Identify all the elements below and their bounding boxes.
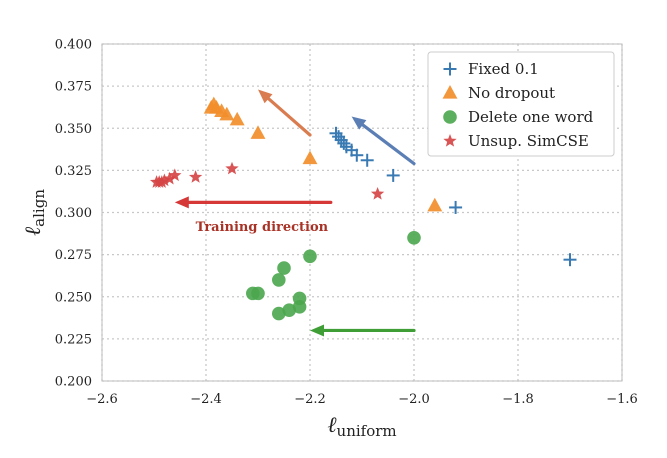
data-point-fixed-0-1 xyxy=(563,253,577,267)
annotation-text: Training direction xyxy=(196,220,329,235)
plot-frame xyxy=(101,43,623,382)
direction-arrow xyxy=(310,324,416,337)
y-axis-title-sub: align xyxy=(30,189,48,227)
arrow-head xyxy=(258,89,273,104)
x-tick-label: −2.2 xyxy=(294,392,326,407)
y-tick-label: 0.300 xyxy=(55,206,92,221)
y-axis-title: ℓalign xyxy=(21,189,48,236)
x-axis-title: ℓuniform xyxy=(327,413,396,440)
data-point-no-dropout xyxy=(203,100,219,114)
data-point-unsup-simcse xyxy=(370,186,385,200)
x-tick-label: −2.6 xyxy=(86,392,118,407)
data-point-no-dropout xyxy=(229,111,245,126)
data-point-fixed-0-1 xyxy=(329,126,343,140)
direction-arrow xyxy=(351,116,416,166)
data-point-unsup-simcse xyxy=(162,171,177,185)
data-point-unsup-simcse xyxy=(225,161,239,175)
data-point-unsup-simcse xyxy=(149,175,164,188)
legend-marker xyxy=(443,110,457,124)
legend: Fixed 0.1 No dropout Delete one word Unsup.… xyxy=(427,51,615,157)
data-point-delete-one-word xyxy=(303,249,317,264)
y-tick-label: 0.250 xyxy=(55,290,92,305)
legend-marker xyxy=(443,134,457,147)
arrow-shaft xyxy=(361,123,416,166)
data-point-unsup-simcse xyxy=(188,170,203,183)
data-point-no-dropout xyxy=(250,125,266,139)
data-point-delete-one-word xyxy=(292,300,307,314)
series-fixed-0-1 xyxy=(329,126,577,267)
y-tick-label: 0.375 xyxy=(55,80,92,95)
y-axis-title-main: ℓ xyxy=(21,226,46,236)
data-point-delete-one-word xyxy=(272,273,286,287)
series-unsup-simcse xyxy=(149,161,385,200)
legend-item-delete-one-word: Delete one word xyxy=(443,108,594,126)
y-tick-label: 0.200 xyxy=(55,375,92,390)
data-point-no-dropout xyxy=(302,150,318,165)
x-axis-title-sub: uniform xyxy=(337,422,397,440)
data-point-delete-one-word xyxy=(272,306,286,321)
legend-item-fixed-0-1: Fixed 0.1 xyxy=(443,60,539,78)
legend-marker xyxy=(443,62,457,76)
arrow-shaft xyxy=(266,97,312,137)
arrow-head xyxy=(310,324,324,337)
data-point-fixed-0-1 xyxy=(360,153,374,167)
series-delete-one-word xyxy=(246,230,421,321)
y-tick-label: 0.225 xyxy=(55,332,92,347)
x-tick-label: −1.8 xyxy=(502,392,534,407)
data-point-delete-one-word xyxy=(246,286,260,301)
x-axis-title-main: ℓ xyxy=(327,413,337,438)
legend-label: Delete one word xyxy=(468,108,594,126)
data-point-fixed-0-1 xyxy=(449,200,463,214)
direction-arrow xyxy=(174,196,333,209)
data-point-unsup-simcse xyxy=(168,168,182,182)
data-point-delete-one-word xyxy=(407,230,421,245)
legend-label: Unsup. SimCSE xyxy=(468,132,589,150)
data-point-delete-one-word xyxy=(282,303,297,318)
data-point-fixed-0-1 xyxy=(386,168,400,182)
y-tick-label: 0.400 xyxy=(55,38,92,53)
legend-item-unsup-simcse: Unsup. SimCSE xyxy=(443,132,589,150)
y-tick-label: 0.350 xyxy=(55,122,92,137)
legend-label: Fixed 0.1 xyxy=(468,60,539,78)
series-no-dropout xyxy=(203,96,443,212)
x-tick-label: −2.4 xyxy=(190,392,222,407)
legend-item-no-dropout: No dropout xyxy=(442,84,555,102)
x-tick-label: −1.6 xyxy=(606,392,638,407)
direction-arrow xyxy=(258,89,312,137)
arrow-layer xyxy=(174,89,416,337)
point-layer xyxy=(149,96,577,321)
data-point-delete-one-word xyxy=(277,261,291,275)
legend-label: No dropout xyxy=(468,84,555,102)
arrow-head xyxy=(351,116,367,130)
tick-layer: −2.6 −2.4 −2.2 −2.0 −1.8 −1.6 0.200 0.225 0.250 0… xyxy=(55,38,638,408)
data-point-no-dropout xyxy=(427,197,443,212)
legend-marker xyxy=(442,85,458,99)
y-tick-label: 0.325 xyxy=(55,164,92,179)
x-tick-label: −2.0 xyxy=(398,392,430,407)
arrow-head xyxy=(174,196,189,209)
y-tick-label: 0.275 xyxy=(55,248,92,263)
legend-box xyxy=(427,51,615,157)
